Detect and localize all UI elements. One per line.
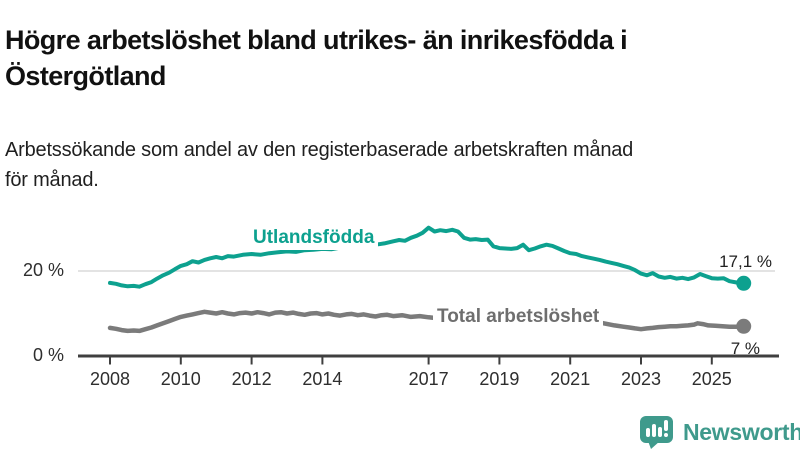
newsworthy-logo: Newsworthy bbox=[638, 415, 800, 450]
line-chart: 20 % 0 % 2008 2010 2012 2014 2017 2019 2021 202… bbox=[0, 190, 800, 405]
subtitle-line-2: för månad. bbox=[5, 169, 99, 191]
chart-subtitle: Arbetssökande som andel av den registerb… bbox=[5, 135, 795, 195]
subtitle-line-1: Arbetssökande som andel av den registerb… bbox=[5, 139, 634, 161]
title-line-1: Högre arbetslöshet bland utrikes- än inr… bbox=[5, 25, 628, 56]
page-title: Högre arbetslöshet bland utrikes- än inr… bbox=[5, 22, 785, 94]
brand-name: Newsworthy bbox=[683, 419, 800, 445]
title-line-2: Östergötland bbox=[5, 61, 166, 92]
newsworthy-icon bbox=[640, 416, 673, 449]
